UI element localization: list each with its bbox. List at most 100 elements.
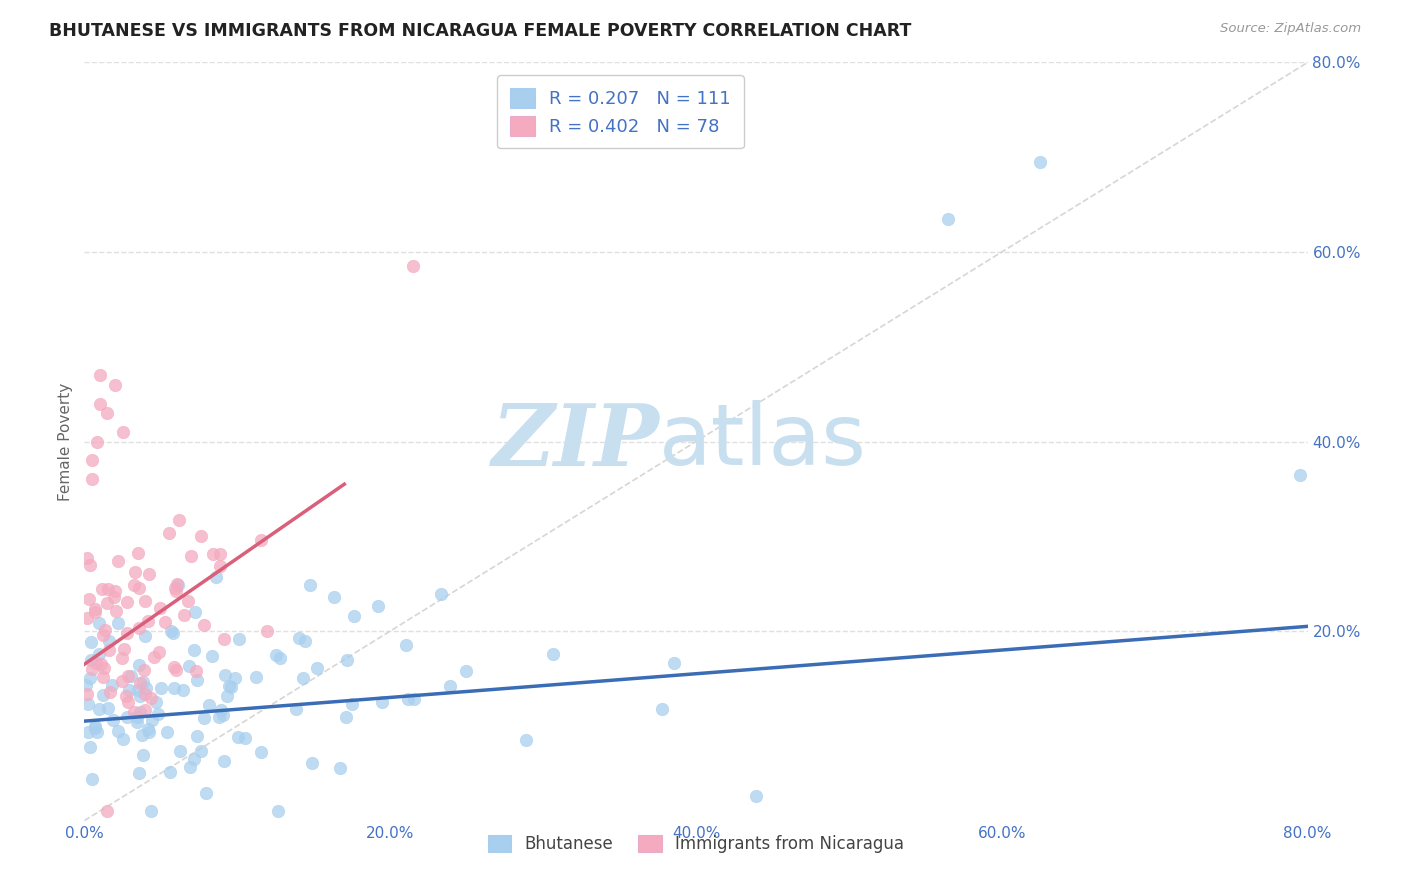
Point (186, 665, 208, 679)
Point (122, 578, 145, 592)
Point (250, 533, 273, 547)
Point (221, 680, 243, 694)
Text: BHUTANESE VS IMMIGRANTS FROM NICARAGUA FEMALE POVERTY CORRELATION CHART: BHUTANESE VS IMMIGRANTS FROM NICARAGUA F… (49, 22, 911, 40)
Point (101, 713, 124, 727)
Point (134, 687, 156, 701)
Point (115, 710, 138, 724)
Point (141, 713, 163, 727)
Point (117, 669, 139, 683)
Point (336, 653, 359, 667)
Y-axis label: Female Poverty: Female Poverty (58, 383, 73, 500)
Point (439, 680, 461, 694)
Point (132, 748, 155, 763)
Point (83, 722, 105, 736)
Point (139, 804, 162, 818)
Point (117, 695, 139, 709)
Point (89, 368, 111, 383)
Point (205, 570, 228, 584)
Point (183, 752, 205, 766)
Point (83, 602, 105, 616)
Point (97, 701, 120, 715)
Point (114, 690, 136, 704)
Point (114, 641, 136, 656)
Point (186, 673, 208, 688)
Point (138, 567, 160, 582)
Point (96, 804, 118, 818)
Point (160, 624, 183, 638)
Point (162, 681, 184, 696)
Point (212, 754, 235, 768)
Point (115, 626, 138, 640)
Point (172, 683, 194, 698)
Point (122, 705, 145, 719)
Point (90, 657, 112, 671)
Point (127, 714, 149, 729)
Point (307, 661, 329, 675)
Point (103, 590, 125, 604)
Point (89, 647, 111, 661)
Point (166, 578, 188, 592)
Point (148, 706, 170, 721)
Point (86, 724, 108, 739)
Point (288, 632, 311, 646)
Point (215, 689, 238, 703)
Point (662, 656, 685, 670)
Point (84, 719, 107, 733)
Point (76, 551, 98, 566)
Point (86, 656, 108, 670)
Point (136, 614, 159, 628)
Point (97, 643, 120, 657)
Point (159, 526, 181, 541)
Point (291, 671, 314, 685)
Point (79, 739, 101, 754)
Point (127, 682, 149, 697)
Point (120, 669, 142, 683)
Point (129, 676, 152, 690)
Point (1029, 155, 1052, 169)
Point (190, 529, 212, 543)
Point (124, 565, 146, 579)
Point (128, 621, 150, 635)
Point (224, 671, 246, 685)
Point (111, 425, 134, 439)
Point (1289, 467, 1312, 482)
Point (269, 651, 291, 665)
Point (209, 558, 232, 573)
Point (134, 629, 156, 643)
Point (104, 377, 127, 392)
Point (80, 772, 103, 786)
Point (264, 648, 287, 662)
Point (89, 396, 111, 410)
Point (250, 745, 273, 759)
Point (101, 677, 124, 691)
Point (135, 681, 157, 696)
Point (165, 663, 187, 677)
Point (94, 623, 117, 637)
Point (77, 725, 100, 739)
Point (93, 661, 115, 675)
Point (177, 594, 200, 608)
Point (209, 547, 232, 561)
Point (87, 702, 110, 716)
Text: atlas: atlas (659, 400, 868, 483)
Point (117, 683, 139, 698)
Point (167, 513, 190, 527)
Point (173, 608, 195, 623)
Point (515, 732, 537, 747)
Point (256, 624, 278, 639)
Point (80, 473, 103, 487)
Point (149, 681, 172, 695)
Point (298, 577, 321, 591)
Text: ZIP: ZIP (492, 400, 659, 483)
Point (245, 670, 267, 684)
Point (97, 582, 120, 596)
Point (104, 584, 127, 599)
Point (163, 660, 186, 674)
Point (370, 694, 392, 708)
Point (77, 591, 100, 606)
Point (136, 722, 159, 736)
Point (115, 595, 138, 609)
Point (91, 582, 114, 597)
Point (745, 789, 768, 803)
Point (127, 710, 149, 724)
